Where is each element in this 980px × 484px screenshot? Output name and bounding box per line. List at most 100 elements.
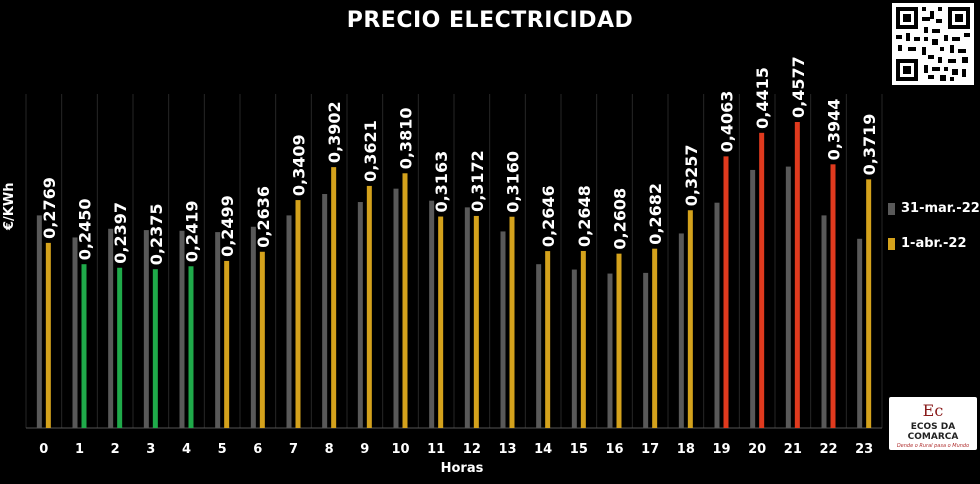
x-axis-label: Horas [441,461,484,476]
data-label: 0,2375 [147,203,166,265]
data-label: 0,2499 [218,195,237,257]
x-tick-label: 8 [325,442,334,457]
legend-label-series-2: 1-abr.-22 [901,236,967,251]
bar-series-2 [794,122,800,428]
bar-series-2 [45,242,51,428]
chart-title: PRECIO ELECTRICIDAD [346,8,634,33]
x-tick-label: 6 [253,442,262,457]
legend-label-series-1: 31-mar.-22 [901,201,980,216]
legend-item-series-1: 31-mar.-22 [888,201,980,216]
bar-series-2 [545,251,551,428]
bar-series-1 [785,166,791,429]
data-label: 0,2646 [539,185,558,247]
data-label: 0,4415 [753,67,772,129]
data-label: 0,2648 [575,185,594,247]
bar-series-1 [108,228,114,428]
x-tick-label: 13 [498,442,516,457]
bar-series-2 [117,267,123,428]
bar-series-2 [687,210,693,428]
bar-series-2 [259,251,265,428]
x-tick-label: 10 [391,442,409,457]
data-label: 0,2682 [646,183,665,245]
bar-series-2 [402,173,408,428]
bar-series-1 [393,188,399,428]
x-tick-label: 20 [748,442,766,457]
x-tick-label: 7 [289,442,298,457]
bar-series-1 [250,226,256,428]
bar-series-2 [152,269,158,428]
bar-series-2 [331,167,337,428]
x-tick-label: 19 [712,442,730,457]
x-tick-label: 22 [819,442,837,457]
x-tick-label: 9 [360,442,369,457]
qr-code-icon [892,3,974,85]
data-label: 0,3160 [504,151,523,213]
x-tick-label: 16 [605,442,623,457]
bar-series-1 [215,232,221,428]
bar-series-1 [179,230,185,428]
x-tick-label: 23 [855,442,873,457]
x-tick-label: 5 [218,442,227,457]
bar-series-1 [357,202,363,428]
data-label: 0,2397 [111,202,130,264]
bar-series-1 [643,272,649,428]
x-tick-label: 0 [39,442,48,457]
bar-series-1 [322,194,328,428]
data-label: 0,3902 [325,101,344,163]
x-tick-label: 17 [641,442,659,457]
bar-series-1 [678,233,684,428]
x-tick-label: 4 [182,442,191,457]
bar-series-2 [509,216,515,428]
bar-series-1 [571,269,577,428]
data-label: 0,4063 [718,91,737,153]
bar-series-2 [188,266,194,428]
legend-item-series-2: 1-abr.-22 [888,236,967,251]
bar-series-1 [286,215,292,428]
bar-series-1 [607,273,613,428]
data-label: 0,4577 [789,56,808,118]
bar-series-1 [429,200,435,428]
bar-series-1 [36,215,42,428]
x-tick-label: 2 [111,442,120,457]
bar-series-1 [143,230,149,428]
bar-series-2 [616,253,622,428]
data-label: 0,3163 [432,151,451,213]
y-axis-label: €/KWh [2,182,17,230]
bar-series-1 [536,264,542,428]
x-tick-label: 18 [677,442,695,457]
bar-series-2 [759,132,765,428]
data-label: 0,3257 [682,144,701,206]
data-label: 0,2608 [611,188,630,250]
data-label: 0,2450 [76,198,95,260]
legend-swatch-series-2 [888,237,895,250]
x-tick-label: 3 [146,442,155,457]
x-tick-label: 21 [784,442,802,457]
data-label: 0,3719 [860,114,879,176]
bar-series-2 [81,264,87,428]
data-label: 0,3409 [290,134,309,196]
logo-mark: Ec [922,401,944,420]
data-label: 0,2636 [254,186,273,248]
bar-series-2 [723,156,729,428]
bar-series-1 [750,169,756,428]
data-label: 0,2769 [40,177,59,239]
data-label: 0,2419 [183,201,202,263]
logo: Ec ECOS DA COMARCA Dende o Rural pasa o … [889,397,977,450]
logo-tagline: Dende o Rural pasa o Mundo [896,443,970,449]
bar-series-1 [72,237,78,428]
bar-series-2 [438,216,444,428]
bar-series-2 [473,215,479,428]
bar-series-1 [857,238,863,428]
bar-series-2 [830,164,836,428]
bar-series-2 [295,200,301,428]
bar-series-2 [652,248,658,428]
bar-series-1 [821,215,827,428]
data-label: 0,3172 [468,150,487,212]
bar-series-2 [224,260,230,428]
data-label: 0,3810 [397,108,416,170]
x-tick-label: 15 [570,442,588,457]
x-tick-label: 14 [534,442,552,457]
bar-series-1 [714,202,720,428]
data-label: 0,3944 [825,99,844,161]
